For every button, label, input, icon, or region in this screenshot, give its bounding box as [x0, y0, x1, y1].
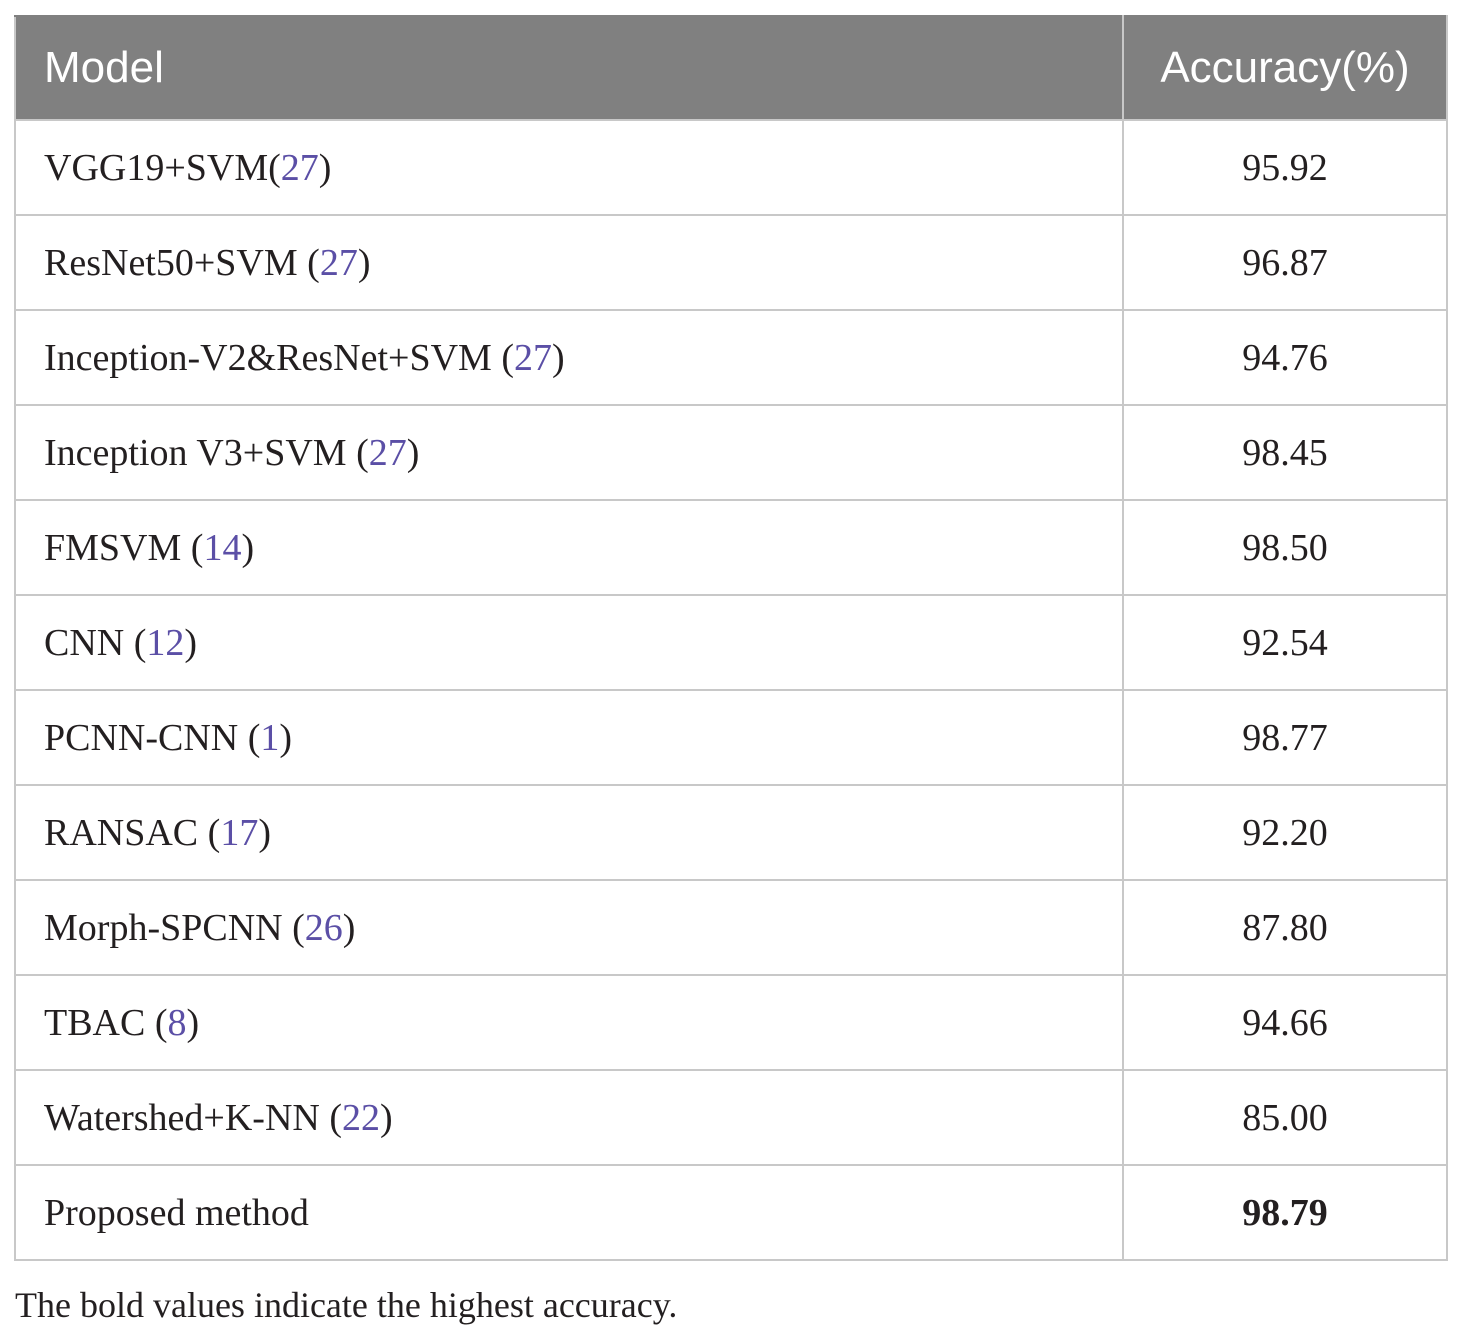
accuracy-cell: 94.66	[1122, 974, 1448, 1071]
model-cell: RANSAC (17)	[14, 784, 1124, 881]
table-row: VGG19+SVM(27) 95.92	[14, 119, 1448, 216]
reference-link[interactable]: 17	[220, 811, 259, 854]
model-cell: CNN (12)	[14, 594, 1124, 691]
reference-link[interactable]: 22	[342, 1096, 380, 1139]
reference-link[interactable]: 27	[368, 431, 407, 474]
accuracy-cell: 98.77	[1122, 689, 1448, 786]
accuracy-cell: 98.45	[1122, 404, 1448, 501]
model-cell: PCNN-CNN (1)	[14, 689, 1124, 786]
model-cell: TBAC (8)	[14, 974, 1124, 1071]
model-name: RANSAC	[44, 811, 199, 854]
reference-link[interactable]: 27	[319, 241, 358, 284]
table-row: TBAC (8) 94.66	[14, 974, 1448, 1071]
table-row: Proposed method 98.79	[14, 1164, 1448, 1261]
table-row: ResNet50+SVM (27) 96.87	[14, 214, 1448, 311]
accuracy-cell: 96.87	[1122, 214, 1448, 311]
accuracy-column-header: Accuracy(%)	[1122, 15, 1448, 121]
model-name: Proposed method	[44, 1191, 309, 1234]
accuracy-cell: 95.92	[1122, 119, 1448, 216]
model-name: Morph-SPCNN	[44, 906, 283, 949]
table-row: CNN (12) 92.54	[14, 594, 1448, 691]
table-footnote: The bold values indicate the highest acc…	[15, 1285, 678, 1325]
accuracy-cell: 92.20	[1122, 784, 1448, 881]
reference-link[interactable]: 8	[167, 1001, 187, 1044]
accuracy-comparison-table: Model Accuracy(%) VGG19+SVM(27) 95.92 ResN…	[14, 15, 1448, 1261]
accuracy-cell: 94.76	[1122, 309, 1448, 406]
model-name: CNN	[44, 621, 125, 664]
model-cell: Morph-SPCNN (26)	[14, 879, 1124, 976]
model-cell: Inception V3+SVM (27)	[14, 404, 1124, 501]
accuracy-cell: 98.50	[1122, 499, 1448, 596]
model-name: Inception V3+SVM	[44, 431, 347, 474]
comparison-table-container: Model Accuracy(%) VGG19+SVM(27) 95.92 ResN…	[14, 15, 1448, 1261]
reference-link[interactable]: 12	[146, 621, 185, 664]
model-name: ResNet50+SVM	[44, 241, 298, 284]
reference-link[interactable]: 27	[280, 146, 319, 189]
reference-link[interactable]: 14	[203, 526, 242, 569]
model-cell: FMSVM (14)	[14, 499, 1124, 596]
model-cell: ResNet50+SVM (27)	[14, 214, 1124, 311]
reference-link[interactable]: 1	[260, 716, 280, 759]
table-body: VGG19+SVM(27) 95.92 ResNet50+SVM (27) 96.87…	[14, 119, 1448, 1261]
table-header-row: Model Accuracy(%)	[14, 15, 1448, 121]
model-name: FMSVM	[44, 526, 182, 569]
model-name: Watershed+K-NN	[44, 1096, 320, 1139]
reference-link[interactable]: 27	[513, 336, 552, 379]
table-row: Inception-V2&ResNet+SVM (27) 94.76	[14, 309, 1448, 406]
model-cell: Inception-V2&ResNet+SVM (27)	[14, 309, 1124, 406]
model-column-header: Model	[14, 15, 1124, 121]
table-row: Morph-SPCNN (26) 87.80	[14, 879, 1448, 976]
model-cell: Proposed method	[14, 1164, 1124, 1261]
accuracy-cell: 85.00	[1122, 1069, 1448, 1166]
table-row: Inception V3+SVM (27) 98.45	[14, 404, 1448, 501]
model-cell: Watershed+K-NN (22)	[14, 1069, 1124, 1166]
accuracy-cell: 92.54	[1122, 594, 1448, 691]
model-name: VGG19+SVM	[44, 146, 269, 189]
accuracy-cell: 98.79	[1122, 1164, 1448, 1261]
table-row: FMSVM (14) 98.50	[14, 499, 1448, 596]
model-name: PCNN-CNN	[44, 716, 239, 759]
table-row: Watershed+K-NN (22) 85.00	[14, 1069, 1448, 1166]
table-row: RANSAC (17) 92.20	[14, 784, 1448, 881]
reference-link[interactable]: 26	[304, 906, 343, 949]
model-name: Inception-V2&ResNet+SVM	[44, 336, 492, 379]
table-row: PCNN-CNN (1) 98.77	[14, 689, 1448, 786]
accuracy-cell: 87.80	[1122, 879, 1448, 976]
model-cell: VGG19+SVM(27)	[14, 119, 1124, 216]
model-name: TBAC	[44, 1001, 146, 1044]
